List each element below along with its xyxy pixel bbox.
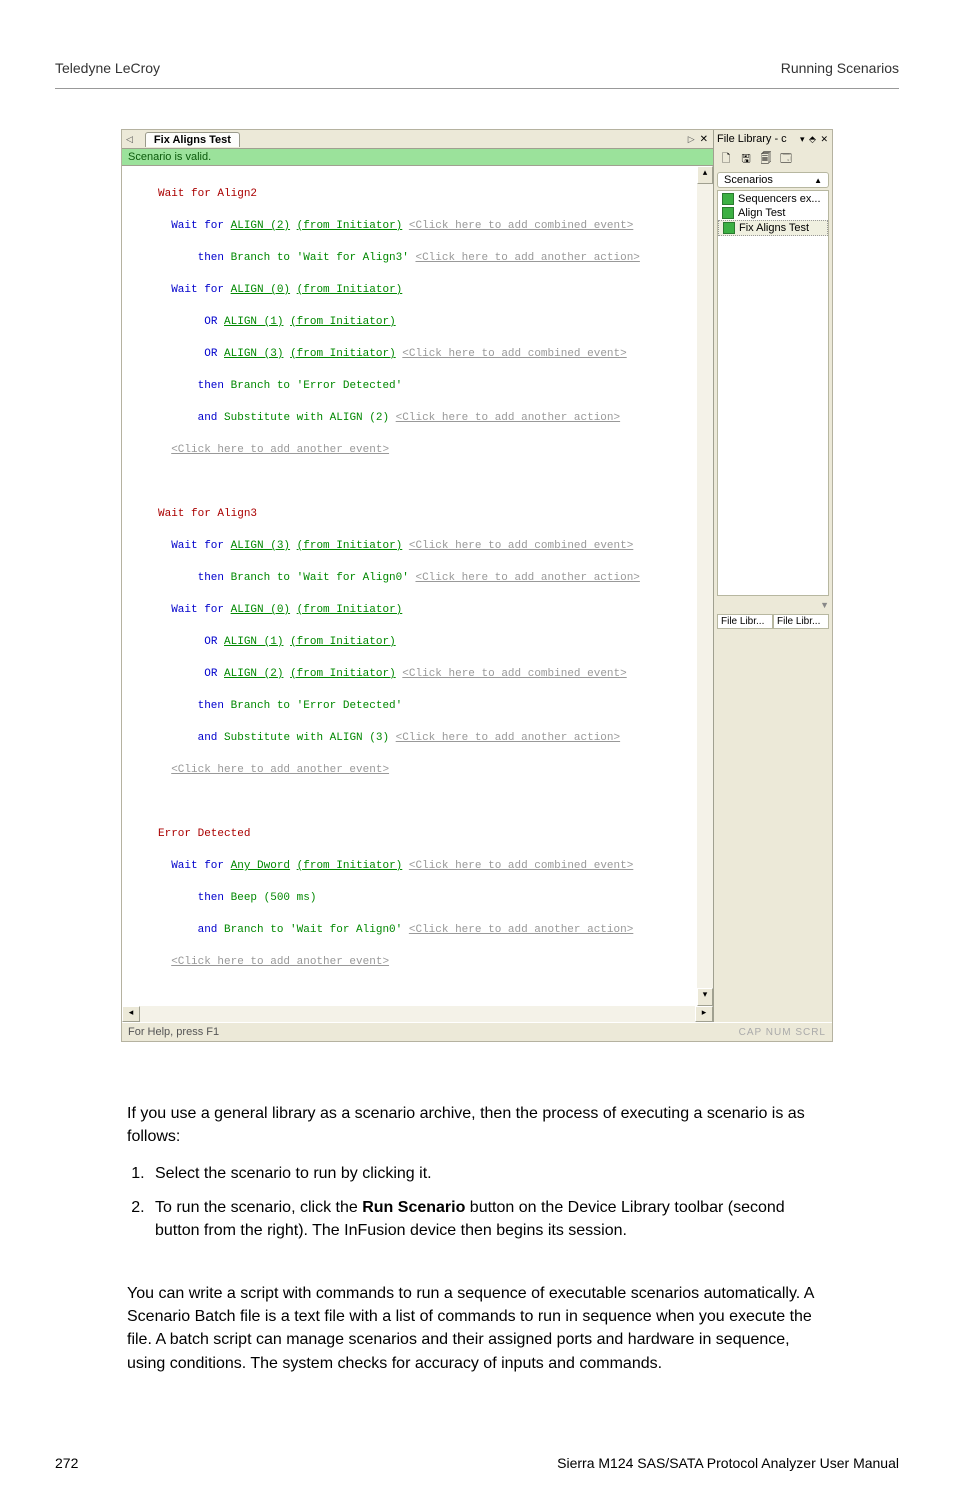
header-rule (55, 88, 899, 89)
document-body: If you use a general library as a scenar… (127, 1102, 827, 1375)
step-1: Select the scenario to run by clicking i… (149, 1162, 827, 1185)
scenario-icon (722, 207, 734, 219)
status-bar: For Help, press F1 CAP NUM SCRL (122, 1022, 832, 1041)
scenario-item[interactable]: Align Test (718, 206, 828, 220)
scroll-down-icon[interactable]: ▾ (697, 988, 713, 1006)
state-title[interactable]: Error Detected (158, 828, 250, 840)
validation-bar: Scenario is valid. (122, 148, 713, 166)
page-number: 272 (55, 1455, 78, 1471)
collapse-icon[interactable]: ▲ (814, 176, 822, 185)
app-screenshot: ◁ Fix Aligns Test ▷ ✕ Scenario is valid.… (121, 129, 833, 1042)
expand-icon[interactable]: ▼ (820, 600, 829, 610)
status-help: For Help, press F1 (128, 1026, 219, 1038)
scenario-list: Sequencers ex... Align Test Fix Aligns T… (717, 190, 829, 596)
side-title: File Library - c (717, 133, 787, 145)
scenario-item[interactable]: Sequencers ex... (718, 192, 828, 206)
scroll-up-icon[interactable]: ▴ (697, 166, 713, 184)
tab-next-icon[interactable]: ▷ (686, 134, 697, 145)
tab-close-icon[interactable]: ✕ (697, 134, 711, 145)
new-icon[interactable]: 🗋 (717, 150, 735, 168)
vertical-scrollbar[interactable]: ▴ ▾ (697, 166, 713, 1006)
state-title[interactable]: Wait for Align2 (158, 188, 257, 200)
side-toolbar: 🗋 🖫 🗐 🗔 (714, 148, 832, 170)
save-icon[interactable]: 🖫 (737, 150, 755, 168)
scenario-tab[interactable]: Fix Aligns Test (145, 132, 240, 147)
device-icon[interactable]: 🗔 (777, 150, 795, 168)
copy-icon[interactable]: 🗐 (757, 150, 775, 168)
scroll-left-icon[interactable]: ◂ (122, 1006, 140, 1022)
scenarios-tab[interactable]: Scenarios ▲ (717, 172, 829, 188)
header-right: Running Scenarios (781, 60, 899, 76)
scenario-icon (722, 193, 734, 205)
panel-controls[interactable]: ▾ ⬘ ✕ (800, 134, 829, 145)
bottom-tab[interactable]: File Libr... (717, 614, 773, 629)
scroll-right-icon[interactable]: ▸ (695, 1006, 713, 1022)
batch-paragraph: You can write a script with commands to … (127, 1282, 827, 1375)
horizontal-scrollbar[interactable]: ◂ ▸ (122, 1006, 713, 1022)
status-indicators: CAP NUM SCRL (739, 1027, 826, 1038)
tab-row: ◁ Fix Aligns Test ▷ ✕ (122, 130, 713, 148)
header-left: Teledyne LeCroy (55, 60, 160, 76)
scenario-icon (723, 222, 735, 234)
tab-prev-icon[interactable]: ◁ (124, 134, 135, 145)
footer-title: Sierra M124 SAS/SATA Protocol Analyzer U… (557, 1455, 899, 1471)
state-title[interactable]: Wait for Align3 (158, 508, 257, 520)
intro-paragraph: If you use a general library as a scenar… (127, 1102, 827, 1148)
main-panel: ◁ Fix Aligns Test ▷ ✕ Scenario is valid.… (122, 130, 714, 1022)
scenario-item[interactable]: Fix Aligns Test (718, 220, 828, 236)
bottom-tab[interactable]: File Libr... (773, 614, 829, 629)
code-area[interactable]: Wait for Align2 Wait for ALIGN (2) (from… (158, 166, 697, 1006)
tree-gutter (122, 166, 158, 1006)
file-library-panel: File Library - c ▾ ⬘ ✕ 🗋 🖫 🗐 🗔 Scenarios… (714, 130, 832, 1022)
